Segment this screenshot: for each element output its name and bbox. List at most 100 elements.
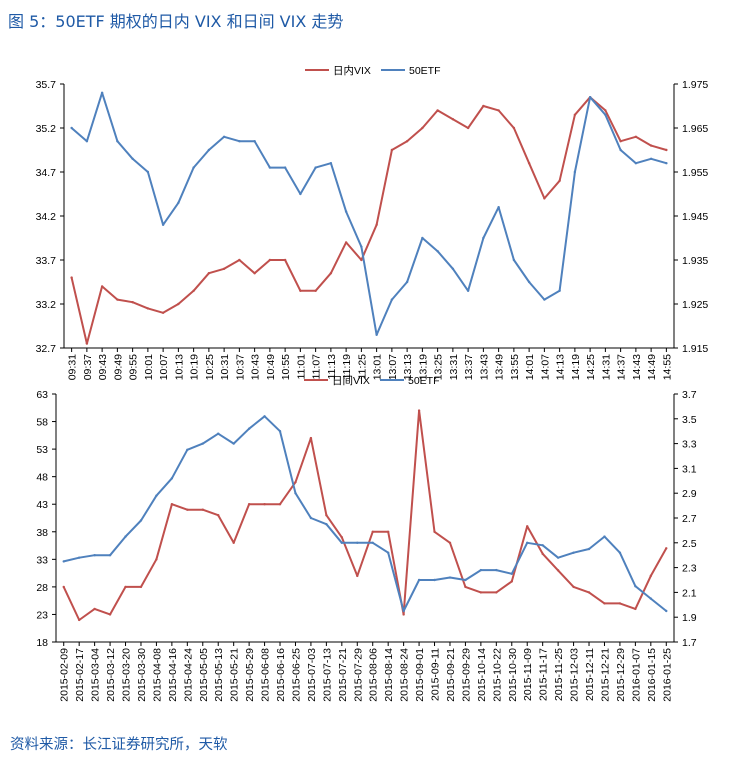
x-tick-label: 11:01 xyxy=(295,354,307,380)
data-point xyxy=(77,556,81,559)
data-point xyxy=(421,236,424,240)
data-point xyxy=(62,560,65,563)
data-point xyxy=(375,223,378,226)
data-point xyxy=(360,245,363,248)
x-tick-label: 2015-08-14 xyxy=(383,648,395,702)
left-tick-label: 33.2 xyxy=(36,299,57,311)
right-tick-label: 3.5 xyxy=(682,414,697,426)
data-point xyxy=(161,311,165,314)
data-point xyxy=(62,585,65,589)
left-tick-label: 34.2 xyxy=(36,211,57,223)
x-tick-label: 2015-06-08 xyxy=(260,648,272,702)
x-tick-label: 10:49 xyxy=(265,354,277,380)
x-tick-label: 2015-03-04 xyxy=(90,648,102,702)
data-point xyxy=(340,541,344,544)
data-point xyxy=(451,118,455,121)
data-point xyxy=(192,289,195,292)
left-tick-label: 32.7 xyxy=(36,343,57,355)
x-tick-label: 14:07 xyxy=(539,354,551,380)
data-point xyxy=(232,442,235,445)
x-tick-label: 2015-08-06 xyxy=(368,648,380,702)
right-tick-label: 2.9 xyxy=(682,488,697,500)
x-tick-label: 2016-01-15 xyxy=(646,648,658,702)
data-point xyxy=(482,104,485,108)
x-tick-label: 10:31 xyxy=(219,354,231,380)
x-tick-label: 2015-06-16 xyxy=(275,648,287,702)
x-tick-label: 14:01 xyxy=(524,354,536,380)
data-point xyxy=(116,298,119,301)
data-point xyxy=(325,523,328,526)
data-point xyxy=(299,192,302,196)
x-tick-label: 13:55 xyxy=(509,354,521,380)
data-point xyxy=(619,148,622,152)
data-point xyxy=(85,342,89,345)
x-tick-label: 14:49 xyxy=(646,354,658,380)
x-tick-label: 2015-04-24 xyxy=(182,648,194,702)
data-point xyxy=(433,530,436,533)
data-point xyxy=(299,289,302,292)
data-point xyxy=(177,201,180,204)
data-point xyxy=(146,307,150,310)
data-point xyxy=(283,166,287,169)
data-point xyxy=(371,530,374,533)
data-point xyxy=(510,580,513,583)
data-point xyxy=(495,591,498,594)
data-point xyxy=(124,535,127,538)
data-point xyxy=(294,492,297,495)
x-tick-label: 14:37 xyxy=(616,354,628,380)
data-point xyxy=(572,585,575,589)
x-tick-label: 2015-12-29 xyxy=(615,648,627,702)
data-point xyxy=(402,613,405,616)
data-point xyxy=(116,140,119,143)
x-tick-label: 09:49 xyxy=(112,354,124,380)
data-point xyxy=(541,552,544,556)
data-point xyxy=(618,551,622,554)
data-point xyxy=(543,197,546,200)
data-point xyxy=(268,258,272,262)
data-point xyxy=(131,301,134,304)
left-tick-label: 35.2 xyxy=(36,123,57,135)
data-point xyxy=(108,613,112,616)
data-point xyxy=(497,206,500,209)
series-line-vix xyxy=(62,409,668,621)
x-tick-label: 2016-01-07 xyxy=(630,648,642,702)
x-tick-label: 14:19 xyxy=(570,354,582,380)
data-point xyxy=(649,597,653,600)
x-tick-label: 10:07 xyxy=(158,354,170,380)
data-point xyxy=(603,535,606,538)
data-point xyxy=(356,541,359,544)
x-tick-label: 13:13 xyxy=(402,354,414,380)
data-point xyxy=(556,569,560,572)
data-point xyxy=(85,140,89,143)
right-tick-label: 1.945 xyxy=(682,211,708,223)
figure-title: 图 5：50ETF 期权的日内 VIX 和日间 VIX 走势 xyxy=(8,12,344,31)
data-point xyxy=(417,409,421,412)
x-tick-label: 10:25 xyxy=(204,354,216,380)
data-point xyxy=(170,503,174,506)
data-point xyxy=(526,525,529,528)
data-point xyxy=(604,113,607,117)
data-point xyxy=(451,267,455,270)
x-tick-label: 11:07 xyxy=(311,354,323,380)
x-tick-label: 2015-09-21 xyxy=(445,648,457,702)
x-tick-label: 2015-04-08 xyxy=(151,648,163,702)
x-tick-label: 09:37 xyxy=(82,354,94,380)
data-point xyxy=(263,415,266,418)
data-point xyxy=(186,508,189,511)
data-point xyxy=(479,591,483,594)
left-tick-label: 33 xyxy=(36,554,48,566)
x-tick-label: 2015-12-03 xyxy=(569,648,581,702)
data-point xyxy=(436,109,439,112)
data-point xyxy=(100,285,104,288)
x-tick-label: 2015-06-25 xyxy=(290,648,302,702)
right-tick-label: 2.1 xyxy=(682,587,697,599)
data-point xyxy=(268,166,272,169)
x-tick-label: 13:31 xyxy=(448,354,460,380)
x-tick-label: 14:25 xyxy=(585,354,597,380)
x-tick-label: 09:43 xyxy=(97,354,109,380)
data-point xyxy=(314,289,317,292)
data-point xyxy=(479,568,483,572)
data-point xyxy=(217,432,220,435)
data-point xyxy=(77,618,81,622)
data-point xyxy=(186,448,189,451)
